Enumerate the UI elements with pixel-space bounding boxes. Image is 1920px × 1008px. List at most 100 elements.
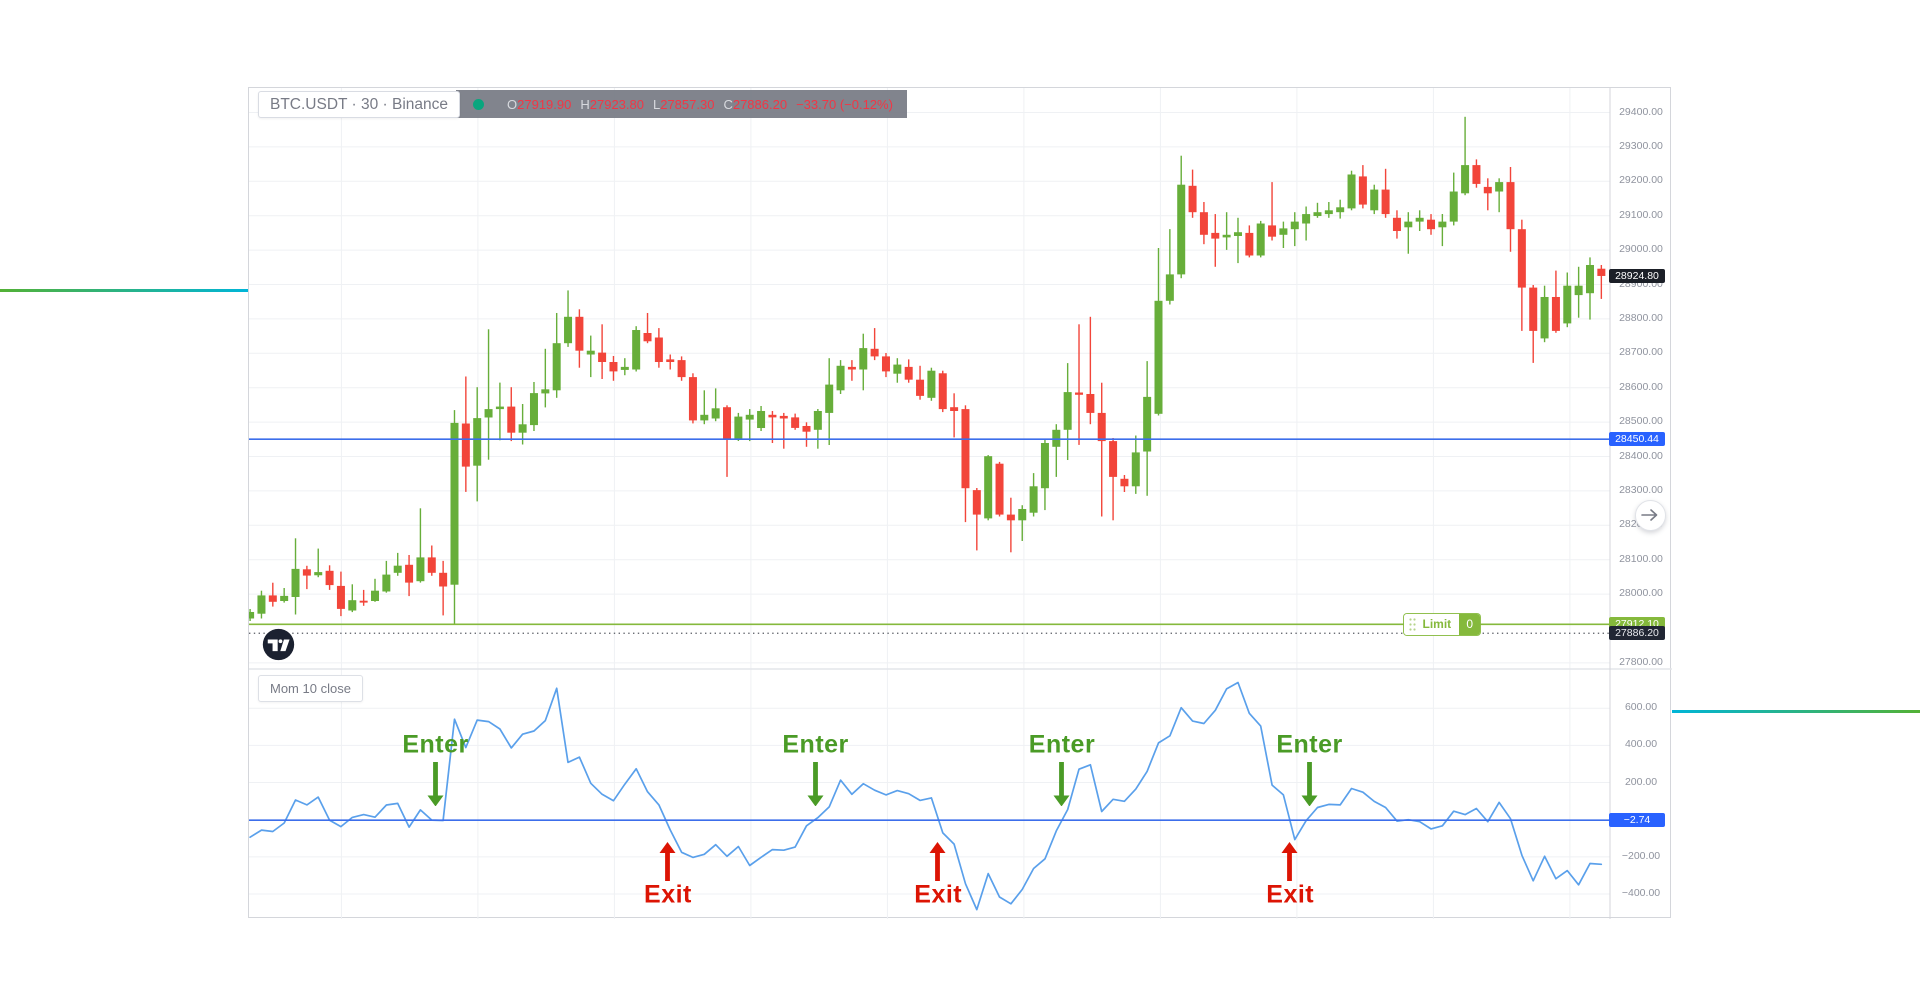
candle[interactable]	[1075, 324, 1084, 445]
candle[interactable]	[654, 328, 663, 368]
candle[interactable]	[1165, 229, 1174, 305]
candle[interactable]	[314, 548, 323, 578]
candle[interactable]	[325, 565, 334, 590]
candle[interactable]	[609, 355, 618, 381]
candle[interactable]	[791, 413, 800, 430]
candle[interactable]	[666, 354, 675, 370]
candle[interactable]	[1540, 285, 1549, 343]
candle[interactable]	[1472, 159, 1481, 188]
candle[interactable]	[439, 560, 448, 616]
candle[interactable]	[1449, 172, 1458, 226]
candle[interactable]	[1256, 220, 1265, 258]
candle[interactable]	[1131, 435, 1140, 494]
candle[interactable]	[745, 409, 754, 442]
candle[interactable]	[734, 412, 743, 441]
candle[interactable]	[1154, 248, 1163, 416]
candle[interactable]	[836, 360, 845, 394]
candle[interactable]	[1177, 155, 1186, 279]
candle[interactable]	[1222, 212, 1231, 250]
candle[interactable]	[529, 381, 538, 432]
candle[interactable]	[1029, 473, 1038, 517]
candle[interactable]	[484, 329, 493, 460]
candle[interactable]	[1109, 437, 1118, 521]
candle[interactable]	[1211, 214, 1220, 267]
candle[interactable]	[1290, 212, 1299, 247]
candle[interactable]	[575, 309, 584, 368]
candle[interactable]	[291, 538, 300, 615]
candle[interactable]	[1097, 382, 1106, 517]
candle[interactable]	[416, 508, 425, 583]
candle[interactable]	[1268, 182, 1277, 241]
candle[interactable]	[1495, 178, 1504, 213]
candle[interactable]	[711, 388, 720, 422]
candle[interactable]	[1063, 363, 1072, 461]
candle[interactable]	[1404, 212, 1413, 254]
candle[interactable]	[427, 545, 436, 576]
scroll-to-realtime-button[interactable]	[1634, 499, 1666, 531]
candle[interactable]	[904, 359, 913, 383]
candle[interactable]	[972, 488, 981, 551]
candle[interactable]	[813, 408, 822, 449]
candle[interactable]	[1597, 264, 1606, 299]
candle[interactable]	[620, 358, 629, 376]
candle[interactable]	[393, 552, 402, 576]
candle[interactable]	[268, 582, 277, 607]
candle[interactable]	[1415, 210, 1424, 232]
candle[interactable]	[1563, 272, 1572, 328]
candle[interactable]	[1381, 168, 1390, 218]
candle[interactable]	[1120, 475, 1129, 493]
candle[interactable]	[1370, 184, 1379, 215]
candle[interactable]	[1585, 257, 1594, 320]
candle[interactable]	[495, 382, 504, 441]
candle[interactable]	[1506, 166, 1515, 252]
candle[interactable]	[1052, 424, 1061, 477]
candle[interactable]	[643, 312, 652, 344]
candle[interactable]	[257, 590, 266, 619]
candle[interactable]	[1018, 505, 1027, 541]
candle[interactable]	[859, 333, 868, 391]
candle[interactable]	[473, 387, 482, 502]
candle[interactable]	[916, 365, 925, 400]
candle[interactable]	[723, 405, 732, 477]
candle[interactable]	[450, 410, 459, 625]
candle[interactable]	[1517, 219, 1526, 331]
candle[interactable]	[302, 565, 311, 590]
candle[interactable]	[984, 455, 993, 521]
candle[interactable]	[870, 328, 879, 361]
candle[interactable]	[1358, 165, 1367, 209]
candle[interactable]	[359, 589, 368, 606]
candle[interactable]	[938, 370, 947, 413]
candle[interactable]	[1188, 169, 1197, 218]
candle[interactable]	[1302, 206, 1311, 241]
candle[interactable]	[507, 387, 516, 442]
candle[interactable]	[1199, 202, 1208, 245]
candle[interactable]	[1233, 217, 1242, 264]
order-quantity[interactable]: 0	[1459, 613, 1481, 635]
candle[interactable]	[632, 326, 641, 372]
candle[interactable]	[688, 373, 697, 424]
candle[interactable]	[518, 404, 527, 445]
candle[interactable]	[598, 324, 607, 379]
candle[interactable]	[961, 405, 970, 523]
limit-order-tag[interactable]: Limit 0	[1403, 613, 1481, 635]
candle[interactable]	[1483, 178, 1492, 211]
candle[interactable]	[825, 358, 834, 446]
candle[interactable]	[336, 571, 345, 617]
candle[interactable]	[927, 367, 936, 401]
candle[interactable]	[1143, 361, 1152, 496]
candle[interactable]	[249, 608, 255, 622]
candle[interactable]	[552, 312, 561, 398]
candle[interactable]	[1427, 214, 1436, 235]
candle[interactable]	[950, 393, 959, 438]
candle[interactable]	[1574, 266, 1583, 318]
candle[interactable]	[371, 578, 380, 602]
candle[interactable]	[1392, 210, 1401, 239]
candle[interactable]	[881, 352, 890, 378]
candle[interactable]	[382, 560, 391, 593]
candle[interactable]	[1551, 270, 1560, 333]
candle[interactable]	[1438, 214, 1447, 247]
candle[interactable]	[1461, 116, 1470, 196]
candle[interactable]	[700, 390, 709, 425]
candle[interactable]	[757, 406, 766, 432]
tradingview-logo[interactable]	[262, 628, 295, 661]
